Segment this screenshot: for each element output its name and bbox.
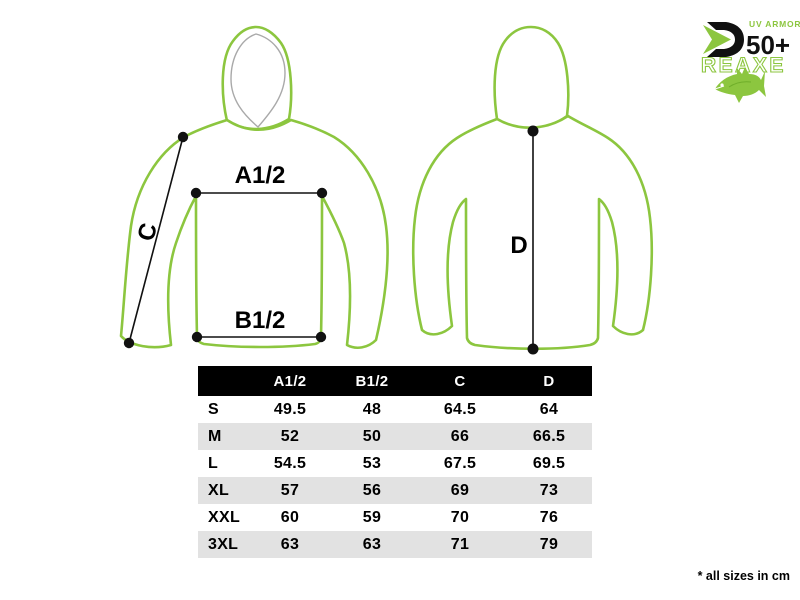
value-cell-c: 66: [450, 427, 470, 445]
measure-dot: [191, 331, 203, 343]
units-footnote: * all sizes in cm: [697, 569, 790, 583]
size-cell: XL: [208, 481, 230, 499]
chest-width-label: A1/2: [235, 162, 286, 189]
value-cell-c: 64.5: [443, 400, 477, 418]
front-hood-outline: [221, 25, 293, 131]
value-cell-c: 67.5: [443, 454, 477, 472]
measure-dot: [316, 187, 328, 199]
table-row: S 49.5 48 64.5 64: [198, 396, 592, 423]
front-hoodie-drawing: C A1/2 B1/2: [119, 25, 389, 350]
size-cell: L: [208, 454, 219, 472]
fish-icon: [714, 67, 766, 103]
measure-dot: [315, 331, 327, 343]
value-cell-c: 70: [450, 508, 470, 526]
value-cell-b: 53: [362, 454, 382, 472]
back-length-label: D: [510, 232, 527, 259]
size-cell: 3XL: [208, 535, 239, 553]
value-cell-d: 79: [539, 535, 559, 553]
value-cell-c: 69: [450, 481, 470, 499]
value-cell-b: 63: [362, 535, 382, 553]
measurement-sleeve-c: C: [123, 131, 189, 349]
value-cell-b: 56: [362, 481, 382, 499]
measure-dot: [527, 343, 539, 355]
back-hood-outline: [493, 25, 570, 130]
hoodie-measurement-diagram: C A1/2 B1/2: [119, 25, 654, 355]
value-cell-a: 57: [280, 481, 300, 499]
measurement-chest-a: A1/2: [190, 162, 328, 199]
value-cell-d: 64: [539, 400, 559, 418]
delphin-d-icon: [703, 22, 744, 57]
reaxe-series-label: REAXE: [701, 54, 786, 77]
sleeve-length-label: C: [132, 220, 163, 244]
table-row: XL 57 56 69 73: [198, 477, 592, 504]
measure-dot: [177, 131, 189, 143]
size-cell: XXL: [208, 508, 241, 526]
d-mark-green-arrow: [703, 25, 731, 54]
value-cell-a: 49.5: [273, 400, 307, 418]
measure-dot: [527, 125, 539, 137]
size-cell: S: [208, 400, 219, 418]
front-hood-inner-line: [230, 33, 286, 128]
value-cell-b: 59: [362, 508, 382, 526]
value-cell-c: 71: [450, 535, 470, 553]
uv-armor-label: UV ARMOR: [749, 19, 800, 29]
value-cell-d: 76: [539, 508, 559, 526]
measure-dot: [190, 187, 202, 199]
value-cell-d: 73: [539, 481, 559, 499]
value-cell-a: 52: [280, 427, 300, 445]
size-table-body: S 49.5 48 64.5 64 M 52 50 66 66.5 L 54.5…: [198, 396, 592, 558]
value-cell-d: 66.5: [532, 427, 566, 445]
value-cell-a: 60: [280, 508, 300, 526]
front-body-outline: [119, 118, 389, 350]
size-cell: M: [208, 427, 222, 445]
value-cell-a: 54.5: [273, 454, 307, 472]
value-cell-d: 69.5: [532, 454, 566, 472]
brand-logo: UV ARMOR 50+ REAXE: [700, 19, 800, 103]
table-row: XXL 60 59 70 76: [198, 504, 592, 531]
size-table: A1/2 B1/2 C D S 49.5 48 64.5 64 M 52 50 …: [198, 366, 592, 558]
table-row: 3XL 63 63 71 79: [198, 531, 592, 558]
table-row: M 52 50 66 66.5: [198, 423, 592, 450]
header-cell-c: C: [454, 372, 466, 390]
size-table-header: A1/2 B1/2 C D: [198, 366, 592, 396]
measure-dot: [123, 337, 135, 349]
value-cell-b: 50: [362, 427, 382, 445]
value-cell-a: 63: [280, 535, 300, 553]
measure-line-c: [128, 136, 184, 344]
header-cell-b: B1/2: [355, 372, 389, 390]
hem-width-label: B1/2: [235, 307, 286, 334]
measurement-hem-b: B1/2: [191, 307, 327, 343]
measurement-length-d: D: [510, 125, 539, 355]
header-cell-d: D: [543, 372, 555, 390]
table-row: L 54.5 53 67.5 69.5: [198, 450, 592, 477]
header-cell-a: A1/2: [273, 372, 307, 390]
back-hoodie-drawing: D: [411, 25, 654, 355]
spf-50-label: 50+: [746, 30, 790, 60]
d-mark-black: [707, 22, 744, 57]
value-cell-b: 48: [362, 400, 382, 418]
